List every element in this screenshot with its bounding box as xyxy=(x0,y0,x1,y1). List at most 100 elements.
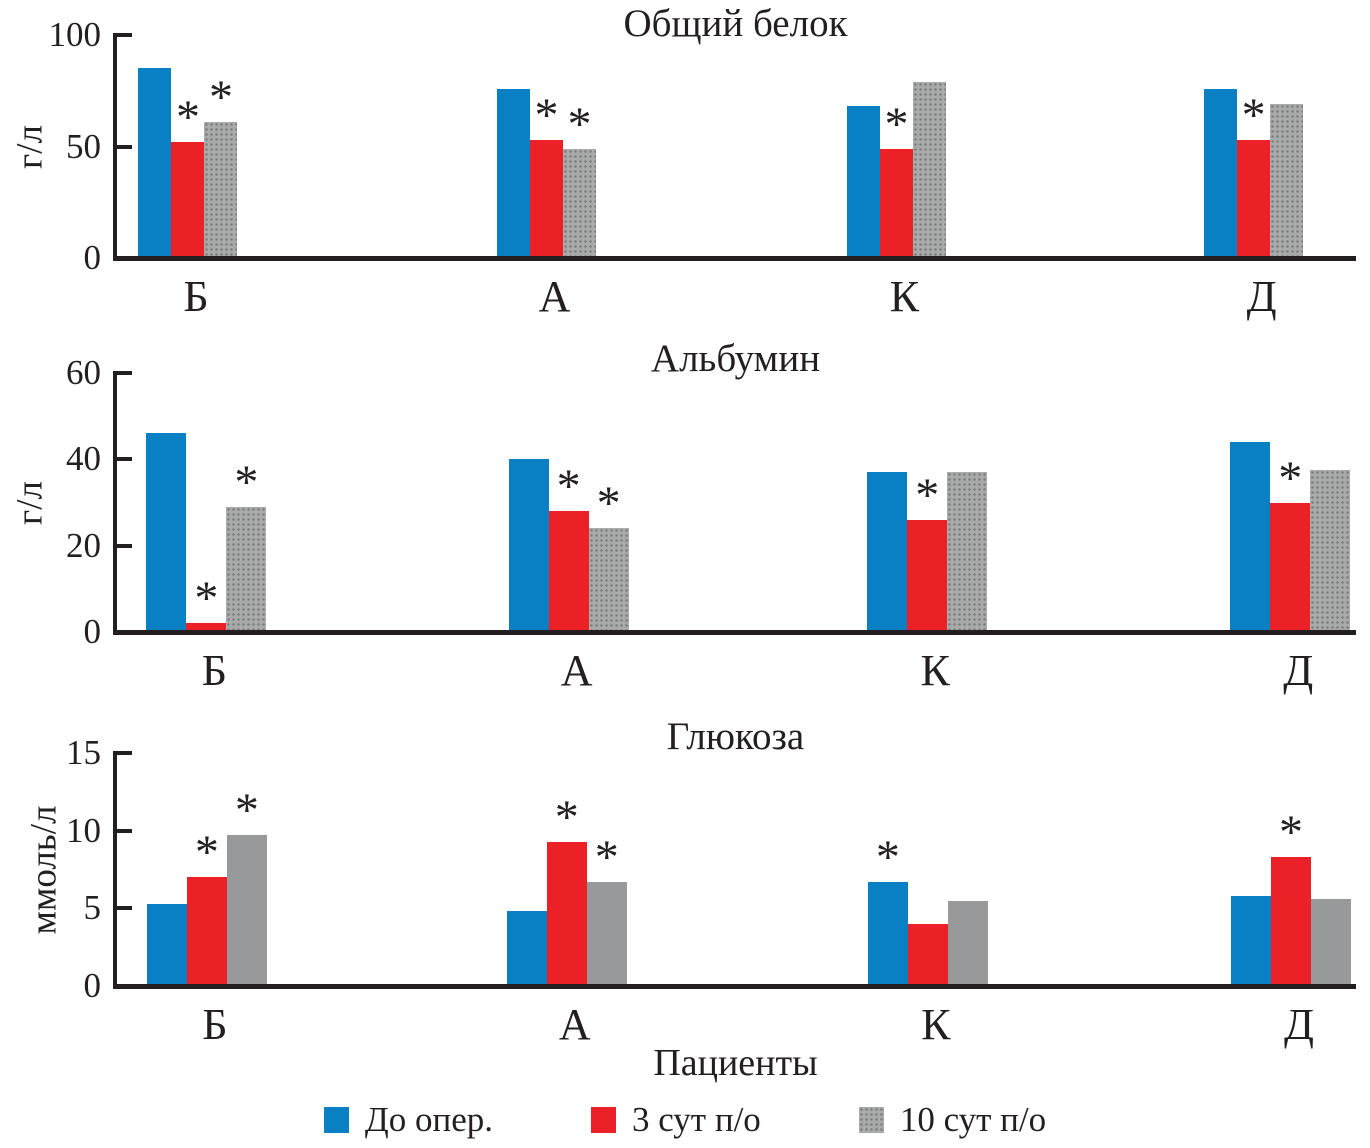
bar-red xyxy=(1270,857,1311,986)
legend-item-preop: До опер. xyxy=(323,1100,493,1140)
bar-blue xyxy=(146,433,187,632)
significance-asterisk: * xyxy=(194,826,219,880)
bar-red xyxy=(907,519,948,632)
bar-blue xyxy=(846,106,880,258)
bar-red xyxy=(546,841,587,986)
y-tick-label: 0 xyxy=(83,612,102,651)
bar-red xyxy=(879,148,913,258)
y-axis-unit-label: г/л xyxy=(9,480,51,525)
bar-blue xyxy=(506,911,547,986)
significance-asterisk: * xyxy=(596,477,621,531)
bar-gray-solid xyxy=(226,835,267,986)
significance-asterisk: * xyxy=(554,790,579,844)
legend-swatch-gray xyxy=(858,1107,884,1133)
bar-blue xyxy=(1230,895,1271,986)
y-axis-unit-label: г/л xyxy=(9,124,51,169)
legend-label: До опер. xyxy=(364,1100,493,1139)
x-axis-line xyxy=(113,984,1356,989)
y-axis xyxy=(113,33,117,260)
significance-asterisk: * xyxy=(594,830,619,884)
legend-label: 10 сут п/о xyxy=(899,1100,1047,1139)
significance-asterisk: * xyxy=(234,455,259,509)
legend-item-day3: 3 сут п/о xyxy=(590,1100,761,1140)
bar-gray-solid xyxy=(947,900,988,986)
category-label: Д xyxy=(1283,1000,1314,1049)
bar-blue xyxy=(138,68,172,258)
significance-asterisk: * xyxy=(208,70,233,124)
bar-blue xyxy=(1204,88,1238,258)
bar-blue xyxy=(867,881,908,986)
bar-gray-stipple xyxy=(226,506,267,632)
category-label: К xyxy=(889,272,920,321)
category-label: А xyxy=(538,272,571,321)
bar-gray-stipple xyxy=(562,148,596,258)
y-tick-label: 10 xyxy=(66,810,101,850)
y-tick-mark xyxy=(117,543,132,548)
significance-asterisk: * xyxy=(175,91,200,145)
significance-asterisk: * xyxy=(1241,88,1266,142)
significance-asterisk: * xyxy=(567,97,592,151)
y-tick-label: 0 xyxy=(83,966,102,1005)
y-tick-label: 0 xyxy=(83,238,102,277)
significance-asterisk: * xyxy=(234,784,259,838)
bar-gray-solid xyxy=(1310,899,1351,986)
category-label: А xyxy=(560,646,593,695)
significance-asterisk: * xyxy=(534,88,559,142)
legend-item-day10: 10 сут п/о xyxy=(858,1100,1047,1140)
y-tick-mark xyxy=(117,906,132,911)
category-label: Б xyxy=(202,1000,228,1049)
significance-asterisk: * xyxy=(194,572,219,626)
bar-red xyxy=(1270,502,1311,632)
y-tick-label: 100 xyxy=(48,15,102,54)
y-tick-label: 50 xyxy=(66,126,101,166)
y-tick-label: 15 xyxy=(66,733,101,772)
bar-red xyxy=(186,623,227,632)
y-tick-mark xyxy=(117,33,132,37)
y-tick-label: 40 xyxy=(66,439,101,479)
y-tick-label: 20 xyxy=(66,525,101,565)
category-label: Д xyxy=(1246,272,1277,321)
y-axis xyxy=(113,371,117,634)
bar-gray-stipple xyxy=(204,121,238,258)
significance-asterisk: * xyxy=(1278,451,1303,505)
category-label: Б xyxy=(201,646,227,695)
y-tick-label: 5 xyxy=(83,888,102,928)
category-label: К xyxy=(920,646,950,695)
y-axis-unit-label: ммоль/л xyxy=(23,805,65,934)
bar-gray-solid xyxy=(586,881,627,986)
category-label: А xyxy=(558,1000,591,1049)
y-tick-mark xyxy=(117,828,132,833)
significance-asterisk: * xyxy=(1278,806,1303,860)
bar-blue xyxy=(1230,442,1271,632)
y-tick-mark xyxy=(117,144,132,149)
significance-asterisk: * xyxy=(875,830,900,884)
category-label: К xyxy=(921,1000,951,1049)
legend-swatch-blue xyxy=(323,1107,349,1133)
y-axis xyxy=(113,751,117,988)
bar-blue xyxy=(867,472,908,632)
y-tick-mark xyxy=(117,371,132,375)
chart-title-glucose: Глюкоза xyxy=(666,715,805,758)
bar-blue xyxy=(496,88,530,258)
bar-blue xyxy=(508,459,549,632)
bar-gray-stipple xyxy=(588,528,629,632)
y-tick-mark xyxy=(117,751,132,755)
bar-gray-stipple xyxy=(1270,104,1304,258)
bar-red xyxy=(529,139,563,258)
bar-blue xyxy=(146,903,187,986)
chart-title-total-protein: Общий белок xyxy=(623,2,848,45)
chart-title-albumin: Альбумин xyxy=(650,337,821,380)
category-label: Б xyxy=(183,272,209,321)
bar-gray-stipple xyxy=(1310,470,1351,632)
y-tick-label: 60 xyxy=(66,353,101,392)
bar-red xyxy=(186,877,227,986)
bar-gray-stipple xyxy=(912,81,946,258)
legend: До опер. 3 сут п/о 10 сут п/о xyxy=(0,1092,1370,1148)
x-axis-label: Пациенты xyxy=(653,1042,818,1084)
y-tick-mark xyxy=(117,457,132,462)
significance-asterisk: * xyxy=(915,468,940,522)
bar-gray-stipple xyxy=(947,472,988,632)
significance-asterisk: * xyxy=(556,460,581,514)
